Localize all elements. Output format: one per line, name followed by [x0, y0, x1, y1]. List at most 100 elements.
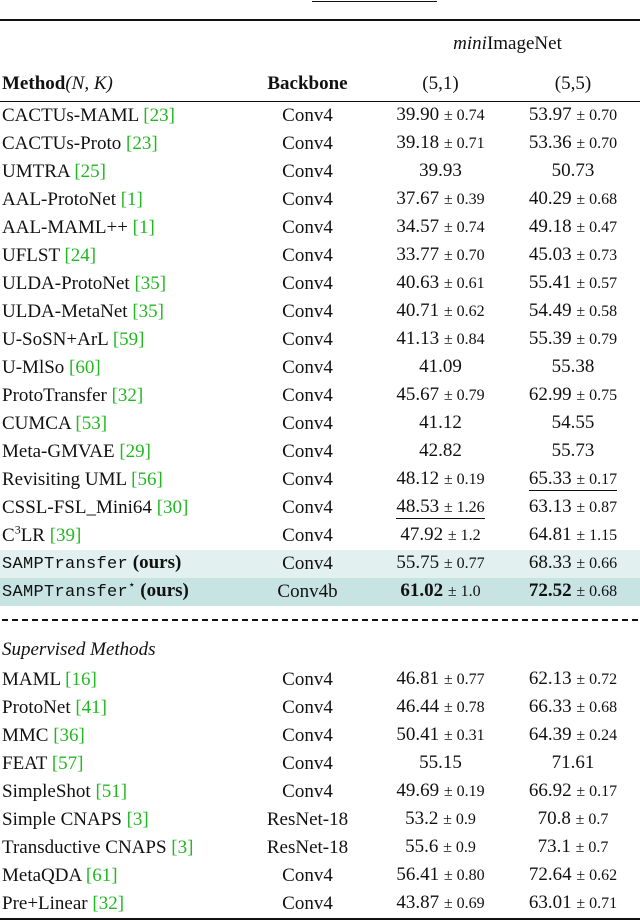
- citation-link[interactable]: [51]: [95, 780, 128, 802]
- citation-link[interactable]: [56]: [131, 468, 163, 490]
- table-row: Pre+Linear [32] Conv4 43.87 ± 0.69 63.01 ± …: [0, 890, 640, 918]
- score-value: 49.18: [528, 216, 572, 237]
- score-std: ± 0.7: [575, 839, 609, 856]
- citation-link[interactable]: [24]: [64, 244, 97, 266]
- score-std: ± 0.80: [443, 867, 485, 884]
- method-cell: Transductive CNAPS [3]: [0, 834, 240, 862]
- score-wrap: 72.64 ± 0.62: [529, 864, 617, 885]
- score-std: ± 0.68: [576, 191, 618, 208]
- citation-link[interactable]: [23]: [143, 104, 175, 126]
- score-5way-5shot: 50.73: [506, 158, 640, 186]
- section-row: Supervised Methods: [0, 634, 640, 666]
- dashed-separator: [0, 606, 640, 634]
- citation-link[interactable]: [59]: [112, 328, 145, 350]
- score-5way-1shot: 41.12: [375, 410, 506, 438]
- method-cell: C3LR [39]: [0, 522, 240, 550]
- citation-link[interactable]: [3]: [126, 808, 149, 830]
- score-value: 64.81: [528, 524, 572, 545]
- method-cell: MetaQDA [61]: [0, 862, 240, 890]
- backbone-col-header: Backbone: [240, 67, 375, 102]
- score-5way-5shot: 66.33 ± 0.68: [506, 694, 640, 722]
- method-cell: SAMPTransfer⋆ (ours): [0, 577, 240, 606]
- citation-link[interactable]: [3]: [171, 836, 194, 858]
- table-row: MetaQDA [61] Conv4 56.41 ± 0.80 72.64 ± 0.6…: [0, 862, 640, 890]
- score-wrap: 72.52 ± 0.68: [529, 580, 617, 601]
- citation-link[interactable]: [39]: [49, 524, 82, 546]
- citation-link[interactable]: [35]: [132, 300, 164, 322]
- score-5way-1shot: 55.6 ± 0.9: [375, 834, 506, 862]
- results-table: miniImageNet Method(N, K) Backbone (5,1)…: [0, 19, 640, 920]
- score-wrap: 48.53 ± 1.26: [396, 496, 485, 519]
- score-value: 65.33: [528, 468, 572, 489]
- score-std: ± 0.9: [443, 811, 476, 828]
- score-5way-5shot: 45.03 ± 0.73: [506, 242, 640, 270]
- score-5way-1shot: 37.67 ± 0.39: [375, 186, 506, 214]
- score-5way-1shot: 48.53 ± 1.26: [375, 494, 506, 522]
- score-5way-1shot: 46.81 ± 0.77: [375, 666, 506, 694]
- citation-link[interactable]: [61]: [85, 864, 118, 886]
- table-row: U-SoSN+ArL [59] Conv4 41.13 ± 0.84 55.39 ± …: [0, 326, 640, 354]
- score-5way-1shot: 39.18 ± 0.71: [375, 130, 506, 158]
- citation-link[interactable]: [35]: [134, 272, 167, 294]
- score-wrap: 66.92 ± 0.17: [529, 780, 617, 801]
- score-wrap: 55.6 ± 0.9: [405, 836, 476, 857]
- citation-link[interactable]: [32]: [111, 384, 144, 406]
- shot1-col-header: (5,1): [375, 67, 506, 102]
- table-row: Revisiting UML [56] Conv4 48.12 ± 0.19 65.3…: [0, 466, 640, 494]
- method-name: AAL-MAML++: [2, 216, 128, 238]
- table-row: SimpleShot [51] Conv4 49.69 ± 0.19 66.92 ± …: [0, 778, 640, 806]
- method-name: CACTUs-MAML: [2, 104, 139, 126]
- citation-link[interactable]: [1]: [132, 216, 155, 238]
- score-wrap: 65.33 ± 0.17: [528, 468, 618, 491]
- backbone-cell: Conv4: [282, 468, 333, 490]
- method-name: Revisiting UML: [2, 468, 127, 490]
- citation-link[interactable]: [16]: [65, 668, 97, 690]
- citation-link[interactable]: [57]: [51, 752, 84, 774]
- method-name: ULDA-ProtoNet: [2, 272, 130, 294]
- score-std: ± 1.2: [447, 527, 481, 544]
- score-value: 50.41: [396, 724, 440, 745]
- method-name: MAML: [2, 668, 61, 690]
- ours-rows: SAMPTransfer (ours) Conv4 55.75 ± 0.77 68.3…: [0, 549, 640, 606]
- citation-link[interactable]: [25]: [74, 160, 106, 182]
- citation-link[interactable]: [32]: [92, 892, 125, 914]
- score-5way-1shot: 46.44 ± 0.78: [375, 694, 506, 722]
- score-wrap: 50.41 ± 0.31: [396, 724, 484, 745]
- score-5way-1shot: 39.90 ± 0.74: [375, 102, 506, 130]
- score-5way-5shot: 53.36 ± 0.70: [506, 130, 640, 158]
- method-cell: UMTRA [25]: [0, 158, 240, 186]
- score-value: 63.13: [528, 496, 572, 517]
- score-value: 43.87: [396, 892, 440, 913]
- table-row: ULDA-ProtoNet [35] Conv4 40.63 ± 0.61 55.41…: [0, 270, 640, 298]
- score-wrap: 55.39 ± 0.79: [529, 328, 617, 349]
- citation-link[interactable]: [30]: [156, 496, 189, 518]
- table-row: CACTUs-Proto [23] Conv4 39.18 ± 0.71 53.36 …: [0, 130, 640, 158]
- method-cell: ULDA-ProtoNet [35]: [0, 270, 240, 298]
- score-wrap: 63.01 ± 0.71: [529, 892, 617, 913]
- citation-link[interactable]: [1]: [120, 188, 143, 210]
- score-5way-5shot: 72.52 ± 0.68: [506, 577, 640, 606]
- citation-link[interactable]: [36]: [53, 724, 85, 746]
- backbone-cell: Conv4b: [240, 577, 375, 606]
- table-row: AAL-MAML++ [1] Conv4 34.57 ± 0.74 49.18 ± 0…: [0, 214, 640, 242]
- citation-link[interactable]: [53]: [75, 412, 108, 434]
- score-wrap: 53.97 ± 0.70: [529, 104, 617, 125]
- score-value: 70.8: [537, 808, 571, 829]
- method-name: Meta-GMVAE: [2, 440, 115, 462]
- citation-link[interactable]: [29]: [119, 440, 151, 462]
- citation-link[interactable]: [23]: [126, 132, 158, 154]
- citation-link[interactable]: [60]: [69, 356, 101, 378]
- method-cell: MMC [36]: [0, 722, 240, 750]
- score-value: 41.12: [419, 412, 462, 433]
- method-name: Pre+Linear: [2, 892, 88, 914]
- method-name: CACTUs-Proto: [2, 132, 122, 154]
- score-wrap: 55.75 ± 0.77: [396, 552, 484, 573]
- score-std: ± 0.58: [576, 303, 618, 320]
- score-wrap: 43.87 ± 0.69: [396, 892, 484, 913]
- method-cell: Meta-GMVAE [29]: [0, 438, 240, 466]
- method-cell: ProtoTransfer [32]: [0, 382, 240, 410]
- score-wrap: 40.63 ± 0.61: [396, 272, 484, 293]
- citation-link[interactable]: [41]: [75, 696, 108, 718]
- score-wrap: 39.90 ± 0.74: [396, 104, 484, 125]
- method-name: U-SoSN+ArL: [2, 328, 109, 350]
